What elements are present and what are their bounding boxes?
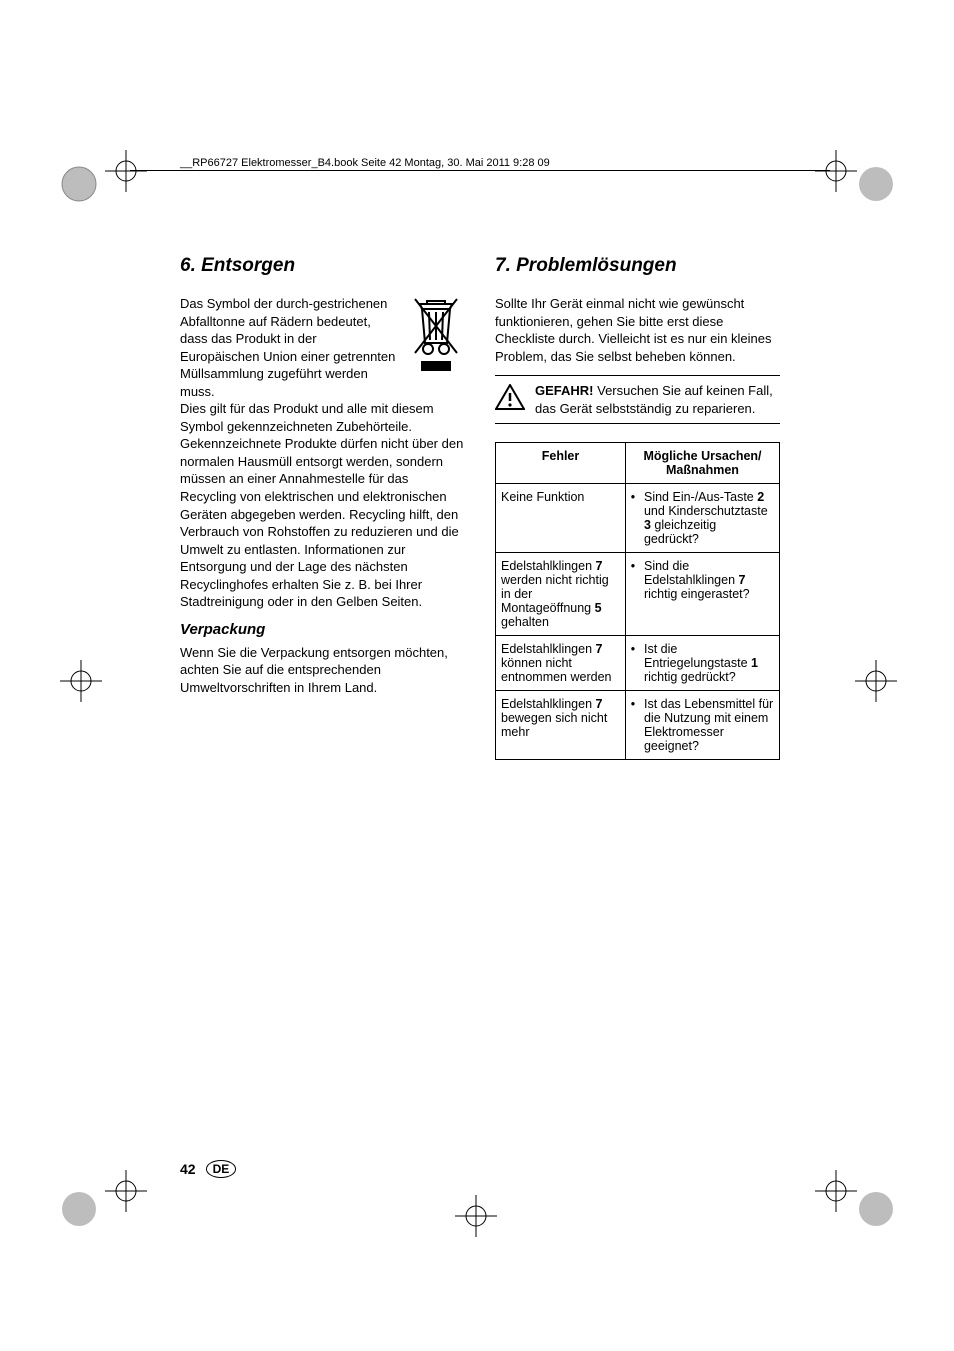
page-footer: 42 DE bbox=[180, 1160, 236, 1178]
left-column: 6. Entsorgen bbox=[180, 255, 465, 760]
cause-cell: •Ist das Lebensmittel für die Nutzung mi… bbox=[625, 691, 779, 760]
regmark-icon bbox=[105, 1170, 147, 1212]
cause-text: Sind Ein-/Aus-Taste 2 und Kinderschutzta… bbox=[644, 490, 774, 546]
regmark-icon bbox=[815, 1170, 857, 1212]
warning-triangle-icon bbox=[495, 384, 525, 415]
page-content: 6. Entsorgen bbox=[180, 255, 780, 760]
cause-text: Ist die Entriegelungstaste 1 richtig ged… bbox=[644, 642, 774, 684]
regmark-icon bbox=[815, 150, 857, 192]
disposal-para-2: Dies gilt für das Produkt und alle mit d… bbox=[180, 400, 465, 611]
section-heading-troubleshoot: 7. Problemlösungen bbox=[495, 255, 780, 277]
cause-cell: •Sind Ein-/Aus-Taste 2 und Kinderschutzt… bbox=[625, 484, 779, 553]
corner-shade-icon bbox=[857, 1190, 899, 1232]
cause-cell: •Ist die Entriegelungstaste 1 richtig ge… bbox=[625, 636, 779, 691]
regmark-icon bbox=[60, 660, 102, 702]
two-column-layout: 6. Entsorgen bbox=[180, 255, 780, 760]
fault-cell: Edelstahlklingen 7 können nicht entnomme… bbox=[496, 636, 626, 691]
corner-shade-icon bbox=[60, 1190, 102, 1232]
table-row: Edelstahlklingen 7 werden nicht richtig … bbox=[496, 553, 780, 636]
runhead-text: __RP66727 Elektromesser_B4.book Seite 42… bbox=[180, 157, 550, 169]
right-column: 7. Problemlösungen Sollte Ihr Gerät einm… bbox=[495, 255, 780, 760]
packaging-para: Wenn Sie die Verpackung entsorgen möchte… bbox=[180, 644, 465, 697]
regmark-icon bbox=[455, 1195, 497, 1237]
page-number: 42 bbox=[180, 1161, 196, 1177]
cause-text: Ist das Lebensmittel für die Nutzung mit… bbox=[644, 697, 774, 753]
troubleshoot-intro: Sollte Ihr Gerät einmal nicht wie gewüns… bbox=[495, 295, 780, 365]
cause-cell: •Sind die Edelstahlklingen 7 richtig ein… bbox=[625, 553, 779, 636]
table-row: Edelstahlklingen 7 können nicht entnomme… bbox=[496, 636, 780, 691]
running-header: __RP66727 Elektromesser_B4.book Seite 42… bbox=[130, 157, 830, 171]
danger-label: GEFAHR! bbox=[535, 383, 594, 398]
fault-cell: Edelstahlklingen 7 werden nicht richtig … bbox=[496, 553, 626, 636]
danger-text: GEFAHR! Versuchen Sie auf keinen Fall, d… bbox=[535, 382, 780, 417]
language-badge: DE bbox=[206, 1160, 237, 1178]
corner-shade-icon bbox=[857, 165, 899, 207]
troubleshoot-tbody: Keine Funktion•Sind Ein-/Aus-Taste 2 und… bbox=[496, 484, 780, 760]
cause-text: Sind die Edelstahlklingen 7 richtig eing… bbox=[644, 559, 774, 601]
regmark-icon bbox=[855, 660, 897, 702]
fault-cell: Keine Funktion bbox=[496, 484, 626, 553]
section-heading-disposal: 6. Entsorgen bbox=[180, 255, 465, 277]
corner-shade-icon bbox=[60, 165, 102, 207]
danger-warning-box: GEFAHR! Versuchen Sie auf keinen Fall, d… bbox=[495, 375, 780, 424]
bullet-icon: • bbox=[628, 559, 638, 601]
bullet-icon: • bbox=[628, 642, 638, 684]
subheading-packaging: Verpackung bbox=[180, 621, 465, 638]
weee-bin-icon bbox=[407, 297, 465, 380]
troubleshoot-table: Fehler Mögliche Ursachen/ Maßnahmen Kein… bbox=[495, 442, 780, 760]
disposal-intro-block: Das Symbol der durch-gestrichenen Abfall… bbox=[180, 295, 465, 400]
bullet-icon: • bbox=[628, 490, 638, 546]
table-header-cause: Mögliche Ursachen/ Maßnahmen bbox=[625, 443, 779, 484]
regmark-icon bbox=[105, 150, 147, 192]
table-header-fault: Fehler bbox=[496, 443, 626, 484]
table-row: Edelstahlklingen 7 bewegen sich nicht me… bbox=[496, 691, 780, 760]
table-row: Keine Funktion•Sind Ein-/Aus-Taste 2 und… bbox=[496, 484, 780, 553]
bullet-icon: • bbox=[628, 697, 638, 753]
fault-cell: Edelstahlklingen 7 bewegen sich nicht me… bbox=[496, 691, 626, 760]
